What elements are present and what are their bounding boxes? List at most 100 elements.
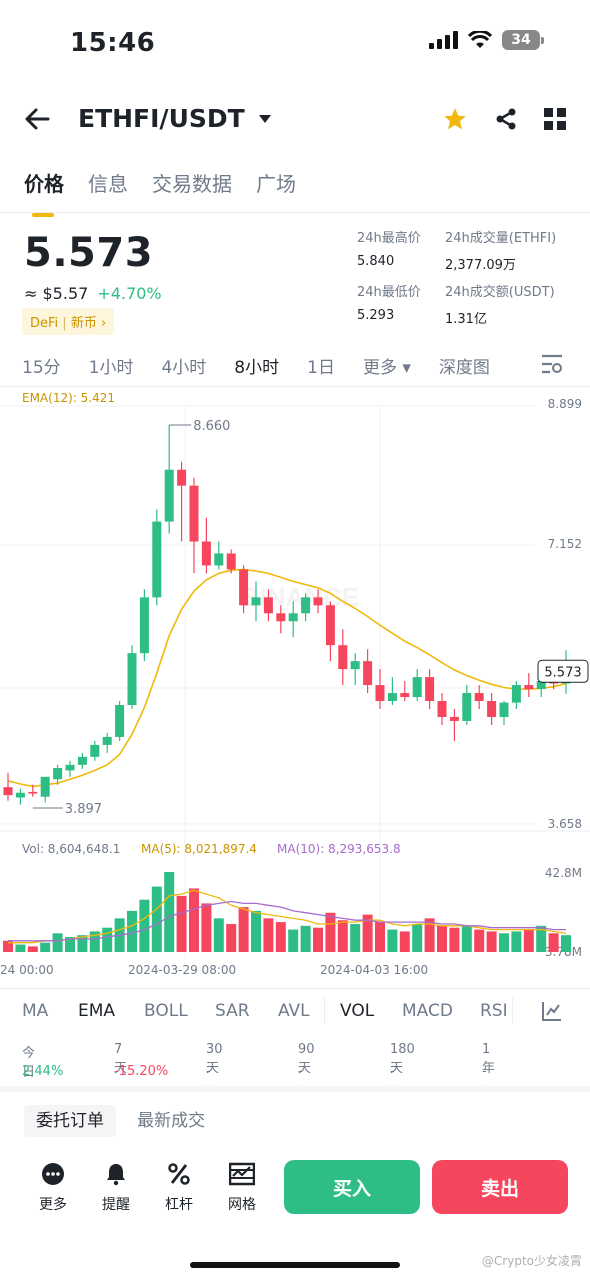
volume-bar bbox=[561, 935, 571, 952]
ema-line bbox=[7, 568, 567, 788]
indicator-ema[interactable]: EMA bbox=[78, 1001, 116, 1021]
volume-bar bbox=[263, 918, 274, 952]
indicator-rsi[interactable]: RSI bbox=[480, 1001, 508, 1021]
volume-bar bbox=[102, 927, 113, 952]
perf-7d-value: -15.20% bbox=[114, 1064, 169, 1079]
main-tabs: 价格 信息 交易数据 广场 bbox=[24, 168, 296, 217]
candle-body bbox=[313, 597, 323, 606]
ema-legend: EMA(12): 5.421 bbox=[22, 391, 115, 405]
candle-body bbox=[115, 705, 125, 737]
interval-1h[interactable]: 1小时 bbox=[88, 358, 134, 378]
home-indicator bbox=[190, 1262, 400, 1268]
candle-body bbox=[189, 485, 199, 542]
tab-price[interactable]: 价格 bbox=[24, 168, 64, 217]
leverage-button[interactable]: 杠杆 bbox=[154, 1160, 204, 1214]
volume-bar bbox=[548, 933, 559, 952]
volume-bar bbox=[213, 918, 224, 952]
candle-body bbox=[350, 661, 360, 670]
indicator-avl[interactable]: AVL bbox=[278, 1001, 310, 1021]
ma10-line bbox=[8, 900, 566, 942]
price-change: +4.70% bbox=[97, 284, 162, 303]
vol-legend: Vol: 8,604,648.1 bbox=[22, 842, 120, 856]
indicator-settings-icon[interactable] bbox=[541, 1000, 563, 1022]
kline-chart[interactable]: BINANCE 5.573 8.660 3.897 EMA(12): 5.421 8.89… bbox=[0, 388, 590, 984]
stat-low: 24h最低价 5.293 bbox=[357, 281, 421, 323]
candle-body bbox=[214, 553, 224, 566]
interval-8h[interactable]: 8小时 bbox=[234, 358, 280, 378]
candle-body bbox=[53, 768, 63, 780]
volume-bar bbox=[387, 929, 398, 952]
high-marker-label: 8.660 bbox=[193, 419, 230, 434]
candle-body bbox=[177, 469, 187, 486]
candle-body bbox=[15, 792, 25, 798]
volume-bar bbox=[151, 886, 162, 952]
candle-body bbox=[226, 553, 236, 570]
volume-bar bbox=[127, 910, 137, 952]
volume-bar bbox=[15, 944, 26, 952]
indicator-ma[interactable]: MA bbox=[22, 1001, 49, 1021]
indicator-vol[interactable]: VOL bbox=[340, 1001, 375, 1021]
perf-1y-label: 1 年 bbox=[482, 1042, 496, 1076]
alert-button[interactable]: 提醒 bbox=[91, 1160, 141, 1214]
volume-bar bbox=[238, 907, 249, 952]
candle-body bbox=[201, 541, 211, 566]
candle-body bbox=[338, 645, 348, 670]
tab-info[interactable]: 信息 bbox=[88, 172, 128, 196]
volume-bar bbox=[536, 925, 547, 952]
time-label: 2024-04-03 16:00 bbox=[320, 963, 428, 977]
candle-body bbox=[363, 661, 373, 686]
candle-body bbox=[387, 693, 397, 702]
divider bbox=[0, 212, 590, 213]
star-icon[interactable] bbox=[442, 106, 468, 132]
depth-chart-tab[interactable]: 深度图 bbox=[438, 358, 490, 378]
tab-square[interactable]: 广场 bbox=[256, 172, 296, 196]
volume-bar bbox=[226, 923, 237, 952]
buy-button[interactable]: 买入 bbox=[284, 1160, 420, 1214]
tab-open-orders[interactable]: 委托订单 bbox=[24, 1105, 116, 1137]
grid-button[interactable]: 网格 bbox=[217, 1160, 267, 1214]
usd-price: ≈ $5.57 bbox=[24, 284, 89, 303]
pair-selector[interactable]: ETHFI/USDT bbox=[78, 104, 271, 133]
stat-high-label: 24h最高价 bbox=[357, 231, 421, 246]
perf-7d-label: 7 天 bbox=[114, 1042, 128, 1076]
vol-axis-top: 42.8M bbox=[545, 866, 582, 880]
volume-bar bbox=[461, 925, 472, 952]
back-arrow-icon[interactable] bbox=[22, 104, 52, 134]
volume-bar bbox=[325, 912, 336, 952]
more-dots-icon bbox=[42, 1163, 64, 1185]
time-label: 24 00:00 bbox=[0, 963, 54, 977]
percent-icon bbox=[168, 1163, 190, 1185]
more-button[interactable]: 更多 bbox=[28, 1160, 78, 1214]
candle-body bbox=[102, 736, 112, 745]
volume-bar bbox=[437, 925, 447, 952]
candle-body bbox=[127, 653, 137, 706]
candle-body bbox=[462, 693, 472, 721]
share-icon[interactable] bbox=[494, 107, 518, 131]
volume-bar bbox=[288, 929, 299, 952]
chart-settings-icon[interactable] bbox=[540, 353, 564, 375]
ma10-legend: MA(10): 8,293,653.8 bbox=[277, 842, 401, 856]
candle-body bbox=[425, 677, 435, 702]
interval-1d[interactable]: 1日 bbox=[307, 358, 335, 378]
category-tags[interactable]: DeFi | 新币 › bbox=[22, 308, 115, 335]
perf-today-value: 2.44% bbox=[22, 1064, 64, 1079]
current-price-label: 5.573 bbox=[544, 665, 581, 680]
tab-trading-data[interactable]: 交易数据 bbox=[152, 172, 232, 196]
bell-icon bbox=[107, 1164, 125, 1186]
caret-down-icon bbox=[258, 114, 271, 123]
interval-more[interactable]: 更多 ▾ bbox=[362, 358, 411, 378]
stat-volume-value: 2,377.09万 bbox=[445, 258, 516, 273]
grid-menu-icon[interactable] bbox=[544, 108, 566, 130]
tab-latest-trades[interactable]: 最新成交 bbox=[137, 1111, 206, 1131]
sell-button[interactable]: 卖出 bbox=[432, 1160, 568, 1214]
interval-15m[interactable]: 15分 bbox=[22, 358, 61, 378]
interval-bar: 15分 1小时 4小时 8小时 1日 更多 ▾ 深度图 bbox=[22, 353, 518, 378]
interval-4h[interactable]: 4小时 bbox=[161, 358, 207, 378]
candle-body bbox=[251, 597, 261, 606]
volume-bar bbox=[313, 927, 323, 952]
candle-body bbox=[90, 744, 100, 757]
candle-body bbox=[40, 776, 50, 797]
indicator-sar[interactable]: SAR bbox=[215, 1001, 250, 1021]
indicator-macd[interactable]: MACD bbox=[402, 1001, 453, 1021]
indicator-boll[interactable]: BOLL bbox=[144, 1001, 188, 1021]
